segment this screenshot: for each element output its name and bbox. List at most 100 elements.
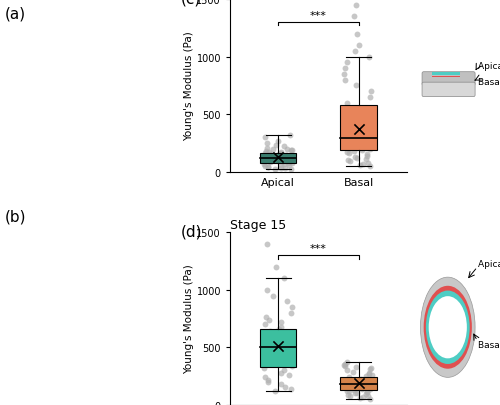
- Point: [278, 149, 285, 156]
- Point: [264, 149, 272, 156]
- Text: Apical side: Apical side: [478, 62, 500, 70]
- Y-axis label: Young's Modulus (Pa): Young's Modulus (Pa): [184, 32, 194, 141]
- Point: [365, 384, 373, 390]
- Point: [366, 386, 374, 392]
- FancyBboxPatch shape: [260, 153, 296, 164]
- Point: [273, 153, 281, 160]
- Point: [368, 132, 376, 139]
- Point: [286, 132, 294, 139]
- Point: [260, 134, 268, 141]
- Point: [266, 152, 274, 158]
- Point: [274, 151, 282, 158]
- Point: [288, 386, 296, 392]
- Point: [352, 390, 360, 396]
- Point: [366, 371, 374, 377]
- Point: [366, 365, 374, 371]
- Point: [354, 43, 362, 49]
- Point: [277, 381, 285, 388]
- Point: [278, 319, 285, 326]
- Point: [266, 328, 274, 335]
- Point: [366, 366, 374, 373]
- Text: Apical side: Apical side: [478, 259, 500, 268]
- Text: (b): (b): [4, 209, 26, 224]
- Point: [364, 54, 372, 61]
- Point: [261, 150, 269, 157]
- Point: [365, 370, 373, 376]
- Text: (a): (a): [4, 6, 25, 21]
- Ellipse shape: [426, 292, 470, 363]
- Point: [362, 377, 370, 384]
- Point: [368, 384, 376, 390]
- Ellipse shape: [422, 280, 474, 375]
- Point: [364, 160, 372, 166]
- Point: [366, 114, 374, 120]
- Point: [362, 127, 370, 133]
- Point: [359, 394, 367, 400]
- Point: [275, 157, 283, 164]
- Point: [354, 31, 362, 38]
- Point: [268, 351, 276, 358]
- Point: [272, 143, 280, 149]
- Point: [273, 333, 281, 339]
- Point: [284, 160, 292, 166]
- Point: [264, 241, 272, 247]
- Point: [365, 379, 373, 386]
- Text: (d): (d): [180, 224, 202, 239]
- Point: [341, 137, 349, 143]
- Point: [344, 158, 352, 164]
- Point: [268, 154, 276, 161]
- Point: [365, 134, 373, 140]
- Point: [281, 384, 289, 390]
- FancyBboxPatch shape: [422, 72, 475, 86]
- Point: [264, 340, 272, 346]
- Point: [352, 154, 360, 161]
- Point: [368, 117, 376, 124]
- Point: [363, 153, 371, 160]
- Point: [277, 324, 285, 330]
- Point: [366, 94, 374, 101]
- Point: [344, 367, 351, 374]
- Point: [349, 106, 357, 113]
- Point: [341, 360, 349, 367]
- Point: [277, 370, 285, 376]
- Point: [282, 330, 290, 337]
- Point: [344, 359, 351, 366]
- Point: [345, 388, 353, 394]
- Point: [264, 377, 272, 383]
- Point: [288, 147, 296, 154]
- Point: [262, 314, 270, 321]
- FancyBboxPatch shape: [432, 72, 460, 75]
- Point: [362, 383, 370, 389]
- Point: [278, 155, 285, 162]
- Point: [274, 326, 282, 333]
- FancyBboxPatch shape: [260, 329, 296, 367]
- Point: [352, 144, 360, 150]
- Text: ***: ***: [310, 11, 327, 21]
- Point: [270, 167, 278, 173]
- Point: [357, 126, 365, 132]
- Point: [366, 382, 374, 389]
- Point: [360, 381, 368, 387]
- Ellipse shape: [428, 295, 467, 360]
- Point: [278, 342, 285, 348]
- Point: [356, 130, 364, 136]
- Point: [363, 388, 371, 395]
- Point: [362, 141, 370, 147]
- Text: Basal side: Basal side: [478, 340, 500, 349]
- Point: [364, 393, 372, 400]
- Point: [288, 160, 296, 167]
- Ellipse shape: [428, 296, 467, 358]
- Point: [358, 145, 366, 151]
- Point: [352, 2, 360, 9]
- Point: [346, 159, 354, 165]
- Point: [285, 372, 293, 378]
- Point: [358, 385, 366, 392]
- Point: [341, 66, 349, 72]
- Point: [342, 138, 350, 145]
- Point: [341, 363, 349, 369]
- Point: [354, 380, 362, 386]
- Point: [272, 347, 280, 353]
- Text: (c): (c): [180, 0, 201, 6]
- Point: [366, 396, 374, 403]
- Point: [345, 151, 353, 157]
